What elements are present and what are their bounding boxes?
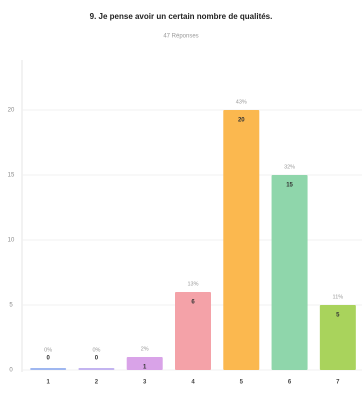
value-label: 6 <box>191 300 195 306</box>
x-tick-label: 1 <box>46 380 50 386</box>
value-label: 20 <box>238 118 245 124</box>
percent-label: 32% <box>284 164 295 170</box>
value-label: 5 <box>336 313 340 319</box>
bar <box>126 357 163 370</box>
percent-label: 0% <box>44 347 52 353</box>
x-tick-label: 7 <box>336 380 340 386</box>
x-tick-label: 6 <box>288 380 292 386</box>
bar <box>319 305 356 370</box>
chart-subtitle: 47 Réponses <box>163 34 198 40</box>
percent-label: 2% <box>141 346 149 352</box>
bar <box>30 368 67 370</box>
percent-label: 11% <box>333 294 344 300</box>
percent-label: 43% <box>236 99 247 105</box>
value-label: 0 <box>46 356 50 362</box>
x-tick-label: 3 <box>143 380 147 386</box>
y-tick-label: 20 <box>8 108 15 114</box>
x-tick-label: 2 <box>95 380 99 386</box>
y-tick-label: 10 <box>8 238 15 244</box>
bar <box>223 110 260 370</box>
value-label: 15 <box>286 183 293 189</box>
percent-label: 0% <box>92 347 100 353</box>
y-tick-label: 15 <box>8 173 15 179</box>
x-tick-label: 5 <box>240 380 244 386</box>
percent-label: 13% <box>187 281 198 287</box>
x-tick-label: 4 <box>191 380 195 386</box>
bar <box>175 292 211 370</box>
chart-title: 9. Je pense avoir un certain nombre de q… <box>90 12 273 21</box>
value-label: 0 <box>95 356 99 362</box>
y-tick-label: 5 <box>9 303 13 309</box>
value-label: 1 <box>143 365 147 371</box>
bar <box>271 175 308 370</box>
y-tick-label: 0 <box>9 368 13 374</box>
bar <box>78 368 115 370</box>
